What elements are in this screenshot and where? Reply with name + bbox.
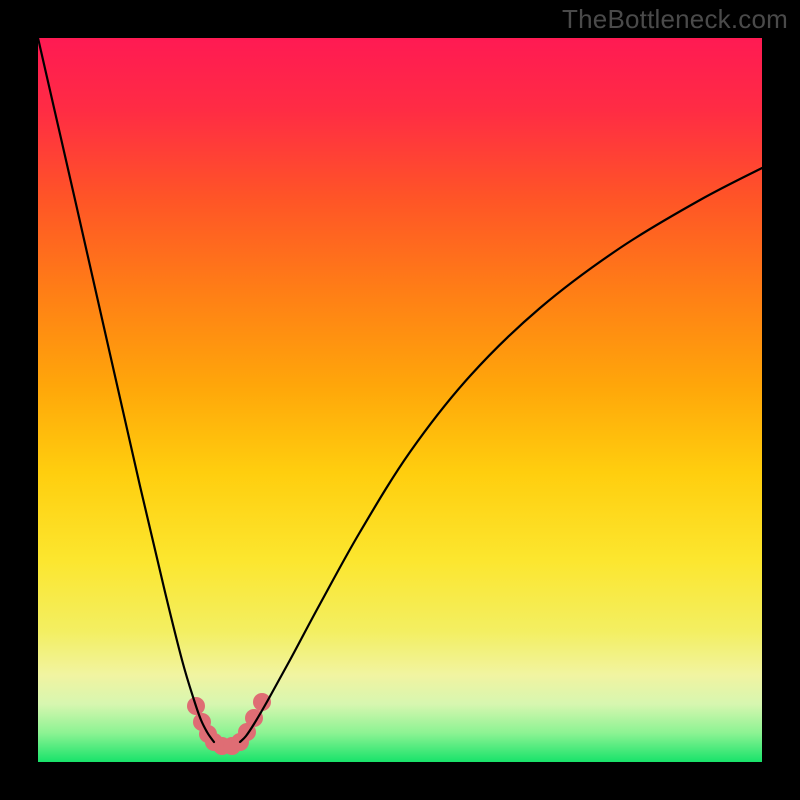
- watermark-text: TheBottleneck.com: [562, 4, 788, 35]
- plot-background: [38, 38, 762, 762]
- bottleneck-chart: [0, 0, 800, 800]
- minimum-marker-dot: [253, 693, 271, 711]
